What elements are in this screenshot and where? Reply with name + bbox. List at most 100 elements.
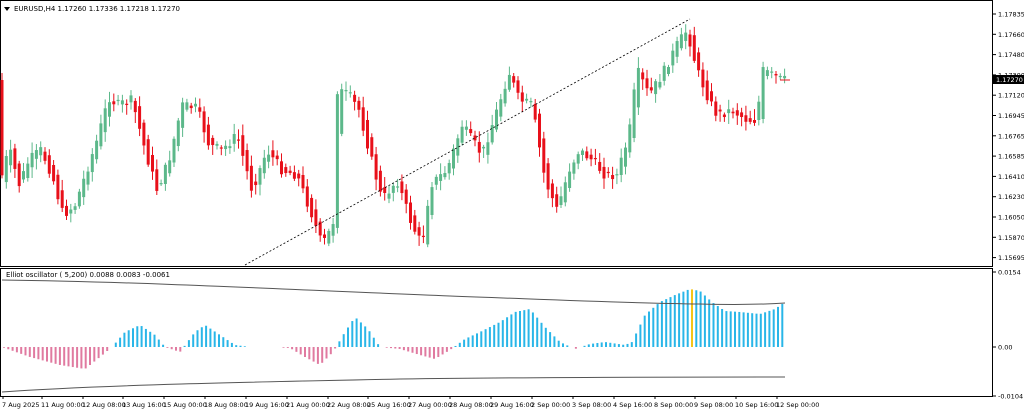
chart-menu-triangle-icon[interactable] <box>4 7 10 11</box>
oscillator-bar-negative <box>67 347 70 367</box>
oscillator-bar-positive <box>342 334 345 347</box>
price-axis-label: 1.15695 <box>998 254 1024 262</box>
price-axis-label: 1.15870 <box>998 234 1024 242</box>
bear-candle <box>361 107 365 131</box>
bear-candle <box>310 197 314 218</box>
oscillator-bar-positive <box>699 291 702 347</box>
bear-candle <box>112 101 116 105</box>
price-axis-label: 1.16050 <box>998 214 1024 222</box>
time-axis-label: 15 Aug 00:00 <box>163 401 207 409</box>
bull-candle <box>387 193 391 199</box>
bear-candle <box>735 110 739 116</box>
oscillator-bar-positive <box>566 345 569 347</box>
bear-candle <box>649 87 653 91</box>
oscillator-bar-positive <box>592 343 595 347</box>
bear-candle <box>533 103 537 120</box>
trendline[interactable] <box>244 18 691 266</box>
trendline-layer[interactable] <box>244 18 691 266</box>
oscillator-bar-negative <box>321 347 324 363</box>
bull-candle <box>619 157 623 175</box>
bear-candle <box>593 158 597 160</box>
oscillator-bar-positive <box>583 345 586 347</box>
bear-candle <box>409 202 412 223</box>
bear-candle <box>753 120 756 123</box>
oscillator-bar-negative <box>54 347 57 364</box>
bull-candle <box>258 168 262 185</box>
bear-candle <box>211 137 215 146</box>
bear-candle <box>305 186 309 207</box>
oscillator-bar-negative <box>37 347 40 360</box>
oscillator-bar-positive <box>617 344 620 347</box>
bull-candle <box>224 145 228 150</box>
bear-candle <box>241 135 245 156</box>
oscillator-bar-positive <box>613 343 616 347</box>
bull-candle <box>503 88 507 104</box>
oscillator-bar-positive <box>351 321 354 347</box>
oscillator-bar-positive <box>764 312 767 347</box>
oscillator-bar-positive <box>691 289 693 347</box>
bear-candle <box>275 155 279 160</box>
oscillator-bar-positive <box>162 344 165 347</box>
bull-candle <box>654 81 658 95</box>
oscillator-bar-negative <box>24 347 27 356</box>
oscillator-bar-positive <box>708 299 711 347</box>
oscillator-bar-positive <box>355 318 358 347</box>
price-axis-label: 1.16945 <box>998 112 1024 120</box>
bear-candle <box>641 72 645 80</box>
bull-candle <box>727 109 731 114</box>
oscillator-bar-negative <box>28 347 31 357</box>
bear-candle <box>189 105 193 109</box>
time-axis-label: 11 Aug 00:00 <box>41 401 85 409</box>
oscillator-bar-negative <box>299 347 302 355</box>
oscillator-bar-positive <box>157 339 160 347</box>
bear-candle <box>378 170 382 192</box>
bear-candle <box>469 129 473 134</box>
bear-candle <box>202 111 206 133</box>
oscillator-bar-positive <box>746 312 749 347</box>
bear-candle <box>357 100 361 110</box>
bull-candle <box>761 67 765 119</box>
time-axis-label: 4 Sep 16:00 <box>613 401 652 409</box>
oscillator-bar-positive <box>501 320 504 347</box>
time-axis-label: 7 Aug 2025 <box>2 401 40 409</box>
bear-candle <box>323 234 326 238</box>
bear-candle <box>538 113 541 148</box>
oscillator-bar-positive <box>721 308 724 347</box>
bear-candle <box>421 235 425 238</box>
bull-candle <box>391 185 395 193</box>
bull-candle <box>176 120 180 147</box>
bear-candle <box>245 150 249 172</box>
oscillator-upper-band <box>1 279 786 305</box>
bear-candle <box>133 100 137 113</box>
oscillator-bar-negative <box>420 347 423 356</box>
oscillator-bar-negative <box>76 347 79 368</box>
oscillator-bar-positive <box>153 334 156 347</box>
bear-candle <box>602 166 606 179</box>
oscillator-bar-positive <box>205 325 208 347</box>
bear-candle <box>353 94 357 102</box>
oscillator-bar-positive <box>183 345 186 347</box>
oscillator-bar-positive <box>630 342 633 347</box>
oscillator-bar-positive <box>531 312 534 347</box>
bear-candle <box>520 92 524 102</box>
bull-candle <box>103 108 107 133</box>
bull-candle <box>344 90 348 92</box>
oscillator-bar-negative <box>58 347 61 365</box>
bull-candle <box>172 138 176 163</box>
oscillator-bar-positive <box>372 337 375 347</box>
bull-candle <box>636 67 640 108</box>
oscillator-bar-negative <box>402 347 405 351</box>
bear-candle <box>0 80 4 176</box>
oscillator-bar-positive <box>519 311 521 347</box>
oscillator-bar-positive <box>480 331 483 347</box>
bear-candle <box>155 169 159 191</box>
bull-candle <box>194 103 197 107</box>
bear-candle <box>692 35 696 61</box>
oscillator-bar-positive <box>751 313 754 347</box>
price-axis-label: 1.16230 <box>998 193 1024 201</box>
time-axis-label: 28 Aug 08:00 <box>449 401 493 409</box>
oscillator-bar-negative <box>295 347 298 352</box>
oscillator-bar-negative <box>316 347 319 364</box>
